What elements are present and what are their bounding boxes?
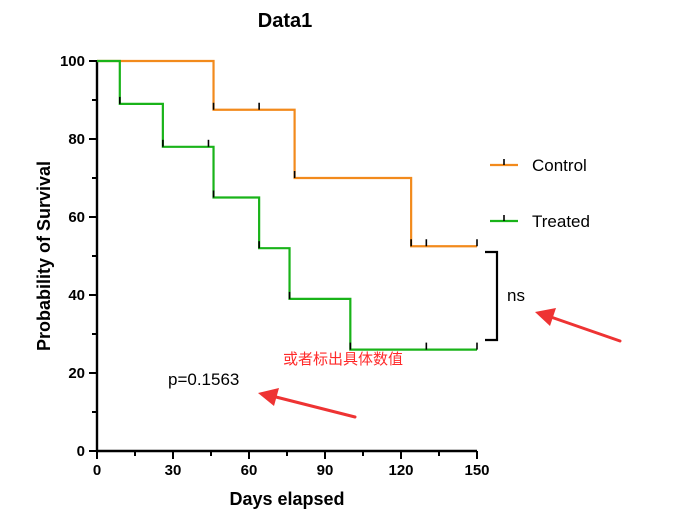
y-tick-label: 20 (68, 365, 85, 382)
x-tick-label: 120 (388, 462, 413, 479)
red-arrow-to-ns (535, 308, 622, 343)
legend: Control Treated (490, 156, 590, 231)
p-value-label: p=0.1563 (168, 370, 239, 389)
y-tick-label: 0 (77, 443, 85, 460)
y-tick-label: 40 (68, 287, 85, 304)
x-axis-title: Days elapsed (229, 489, 344, 509)
y-tick-label: 100 (60, 53, 85, 70)
x-tick-label: 90 (317, 462, 334, 479)
x-tick-label: 0 (93, 462, 101, 479)
x-tick-label: 60 (241, 462, 258, 479)
significance-label: ns (507, 286, 525, 305)
y-tick-label: 80 (68, 131, 85, 148)
series-line-control (97, 59, 477, 248)
legend-label-control: Control (532, 156, 587, 175)
y-axis-title: Probability of Survival (34, 161, 54, 351)
axes: 0 20 40 60 80 100 0 30 60 90 120 150 (60, 53, 490, 479)
significance-bracket (485, 250, 499, 342)
x-tick-label: 30 (165, 462, 182, 479)
y-tick-label: 60 (68, 209, 85, 226)
red-arrow-to-pvalue (258, 388, 357, 419)
legend-label-treated: Treated (532, 212, 590, 231)
series-line-treated (97, 59, 477, 351)
x-tick-label: 150 (464, 462, 489, 479)
series-layer (97, 59, 478, 351)
red-note: 或者标出具体数值 (283, 351, 403, 368)
chart-title: Data1 (258, 10, 312, 32)
